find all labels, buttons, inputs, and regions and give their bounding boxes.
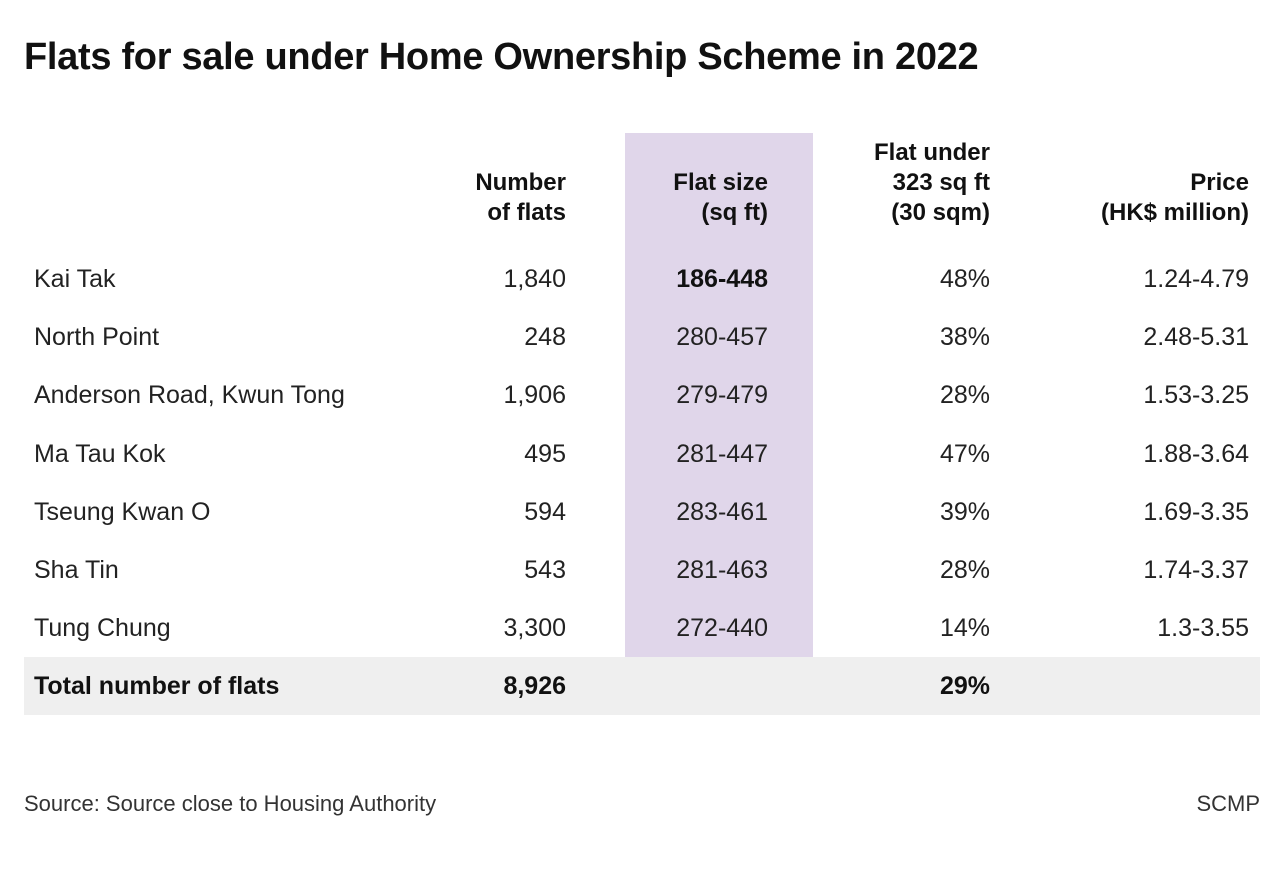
column-header-flats: Number of flats [475,168,566,228]
cell-under323: 38% [939,323,990,352]
cell-flats: 594 [524,497,566,526]
cell-price: 1.3-3.55 [1157,614,1249,643]
cell-flats: 1,906 [503,381,566,410]
cell-under323: 28% [939,556,990,584]
column-header-price: Price (HK$ million) [1101,168,1249,228]
cell-size: 281-447 [676,439,768,468]
cell-under323: 14% [939,614,990,643]
cell-location: Kai Tak [34,265,116,293]
flat-size-column-highlight [625,133,813,657]
cell-flats: 495 [524,439,566,468]
total-row-band [24,657,1260,715]
column-header-line: (sq ft) [701,199,768,226]
cell-location: North Point [34,323,160,352]
publisher-credit: SCMP [1196,791,1260,816]
cell-flats: 3,300 [503,614,566,643]
cell-flats: 543 [524,556,566,584]
cell-price: 1.74-3.37 [1143,556,1249,584]
cell-location: Tung Chung [34,614,171,643]
column-header-under323: Flat under 323 sq ft (30 sqm) [874,138,990,228]
column-header-line: Flat under [873,139,990,166]
cell-location: Anderson Road, Kwun Tong [34,381,345,410]
cell-under323: 47% [939,439,990,468]
column-header-line: Price [1190,169,1249,196]
cell-price: 2.48-5.31 [1143,323,1249,352]
column-header-line: Number [475,169,566,196]
column-header-line: Flat size [673,169,768,196]
column-header-line: of flats [487,199,566,226]
chart-title: Flats for sale under Home Ownership Sche… [24,36,979,78]
cell-size: 186-448 [676,265,768,293]
cell-location: Tseung Kwan O [34,497,211,526]
cell-price: 1.53-3.25 [1143,381,1249,410]
cell-under323: 48% [939,265,990,293]
cell-flats: 1,840 [503,265,566,293]
cell-size: 281-463 [676,556,768,584]
cell-size: 279-479 [676,381,768,410]
cell-size: 280-457 [676,323,768,352]
column-header-line: (30 sqm) [891,199,990,226]
cell-size: 272-440 [676,614,768,643]
cell-location: Sha Tin [34,556,119,584]
total-under323: 29% [939,672,990,700]
cell-under323: 39% [939,497,990,526]
source-note: Source: Source close to Housing Authorit… [24,791,437,816]
cell-size: 283-461 [676,497,768,526]
cell-location: Ma Tau Kok [34,439,166,468]
cell-price: 1.88-3.64 [1143,439,1249,468]
column-header-line: 323 sq ft [892,169,990,196]
cell-price: 1.24-4.79 [1143,265,1249,293]
cell-under323: 28% [939,381,990,410]
total-flats: 8,926 [503,672,566,700]
column-header-size: Flat size (sq ft) [673,168,768,228]
cell-price: 1.69-3.35 [1143,497,1249,526]
cell-flats: 248 [524,323,566,352]
column-header-line: (HK$ million) [1101,199,1249,226]
total-location: Total number of flats [34,672,280,700]
